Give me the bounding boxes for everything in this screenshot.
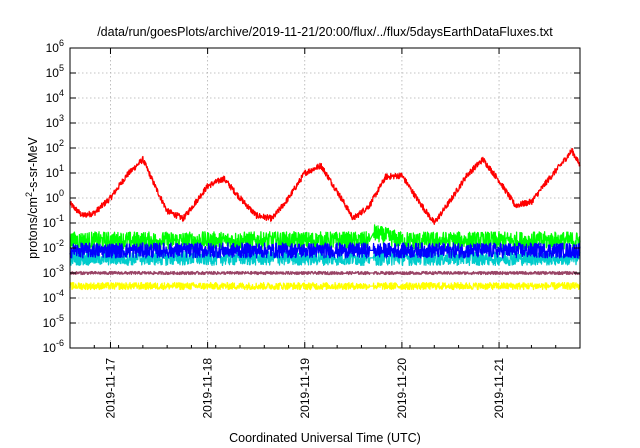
y-tick-label: 10-2 — [43, 238, 64, 255]
y-tick-label: 10-4 — [43, 288, 64, 305]
x-tick-label: 2019-11-17 — [103, 358, 117, 419]
y-tick-label: 102 — [46, 138, 64, 155]
y-tick-label: 105 — [46, 63, 64, 80]
series-line-5 — [69, 270, 581, 276]
y-tick-label: 10-5 — [43, 313, 64, 330]
y-tick-label: 100 — [46, 188, 64, 205]
y-axis: 10-6 10-5 10-4 10-3 10-2 10-1 100 101 102 103 104 1… — [43, 38, 580, 355]
y-axis-label: protons/cm2-s-sr-MeV — [24, 136, 40, 258]
x-tick-label: 2019-11-20 — [395, 358, 409, 419]
x-axis-label: Coordinated Universal Time (UTC) — [229, 431, 421, 445]
x-axis: 2019-11-17 2019-11-18 2019-11-19 2019-11-20… — [69, 48, 581, 419]
y-tick-label: 103 — [46, 113, 64, 130]
x-tick-label: 2019-11-18 — [201, 358, 215, 419]
chart-title: /data/run/goesPlots/archive/2019-11-21/2… — [97, 25, 553, 39]
y-tick-label: 104 — [46, 88, 64, 105]
series-line-1 — [69, 224, 581, 250]
x-tick-label: 2019-11-21 — [492, 358, 506, 419]
y-tick-label: 10-6 — [43, 338, 64, 355]
x-tick-label: 2019-11-19 — [298, 358, 312, 419]
y-tick-label: 10-1 — [43, 213, 64, 230]
y-tick-label: 10-3 — [43, 263, 64, 280]
series-line-2 — [69, 249, 581, 267]
y-tick-label: 106 — [46, 38, 64, 55]
grid — [70, 48, 580, 348]
series-line-0 — [69, 147, 581, 225]
y-tick-label: 101 — [46, 163, 64, 180]
series-line-4 — [69, 281, 581, 291]
plot-area — [69, 147, 581, 291]
series-line-3 — [69, 242, 581, 259]
